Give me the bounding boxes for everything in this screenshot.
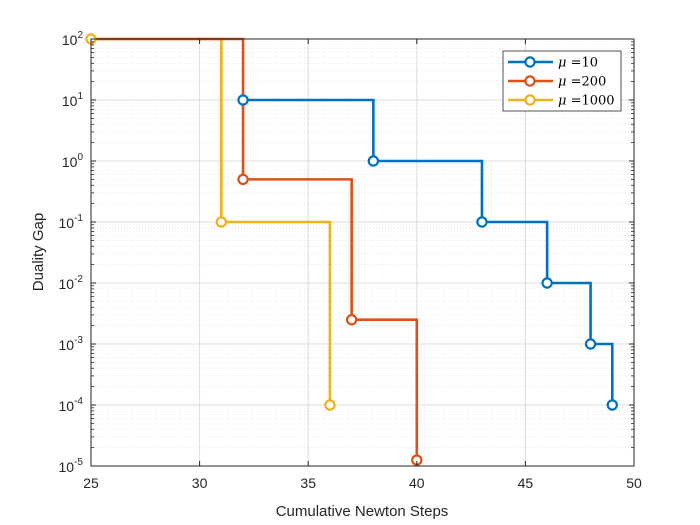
y-axis-label: Duality Gap <box>30 213 47 291</box>
data-point-marker <box>324 399 336 411</box>
data-point-marker <box>541 277 553 289</box>
plot-frame <box>90 38 635 467</box>
data-point-marker <box>237 173 249 186</box>
series-line <box>243 98 614 405</box>
legend-label: μ =200 <box>558 75 606 90</box>
x-tick-label: 50 <box>626 475 642 491</box>
data-point-marker <box>215 216 228 228</box>
x-axis-label: Cumulative Newton Steps <box>276 503 449 520</box>
data-point-marker <box>367 155 380 167</box>
legend-label: μ =10 <box>558 56 598 71</box>
x-tick-label: 35 <box>300 475 316 491</box>
y-tick-label: 100 <box>62 152 84 170</box>
legend-marker <box>524 75 536 87</box>
x-tick-label: 40 <box>409 475 425 491</box>
x-tick-label: 25 <box>83 475 99 491</box>
data-point-marker <box>237 94 249 106</box>
y-tick-label: 10-5 <box>59 457 84 475</box>
y-tick-label: 10-2 <box>59 274 84 292</box>
legend-marker <box>524 94 536 106</box>
data-point-marker <box>476 216 488 228</box>
y-tick-label: 10-1 <box>59 213 84 231</box>
legend-marker <box>524 56 536 68</box>
legend: μ =10 μ =200 μ =1000 <box>502 50 622 112</box>
y-tick-label: 10-3 <box>59 335 84 353</box>
data-point-marker <box>584 338 597 350</box>
y-tick-label: 102 <box>62 30 84 48</box>
x-tick-label: 45 <box>518 475 534 491</box>
x-tick-label: 30 <box>192 475 208 491</box>
data-point-marker <box>345 314 358 326</box>
y-tick-label: 10-4 <box>59 396 84 414</box>
data-point-marker <box>606 399 618 411</box>
x-axis-ticks: 25 30 35 40 45 50 <box>83 39 642 491</box>
y-tick-label: 101 <box>62 91 84 109</box>
legend-label: μ =1000 <box>558 94 615 109</box>
y-axis-ticks: 10-5 10-4 10-3 10-2 10-1 100 101 102 <box>59 30 634 475</box>
